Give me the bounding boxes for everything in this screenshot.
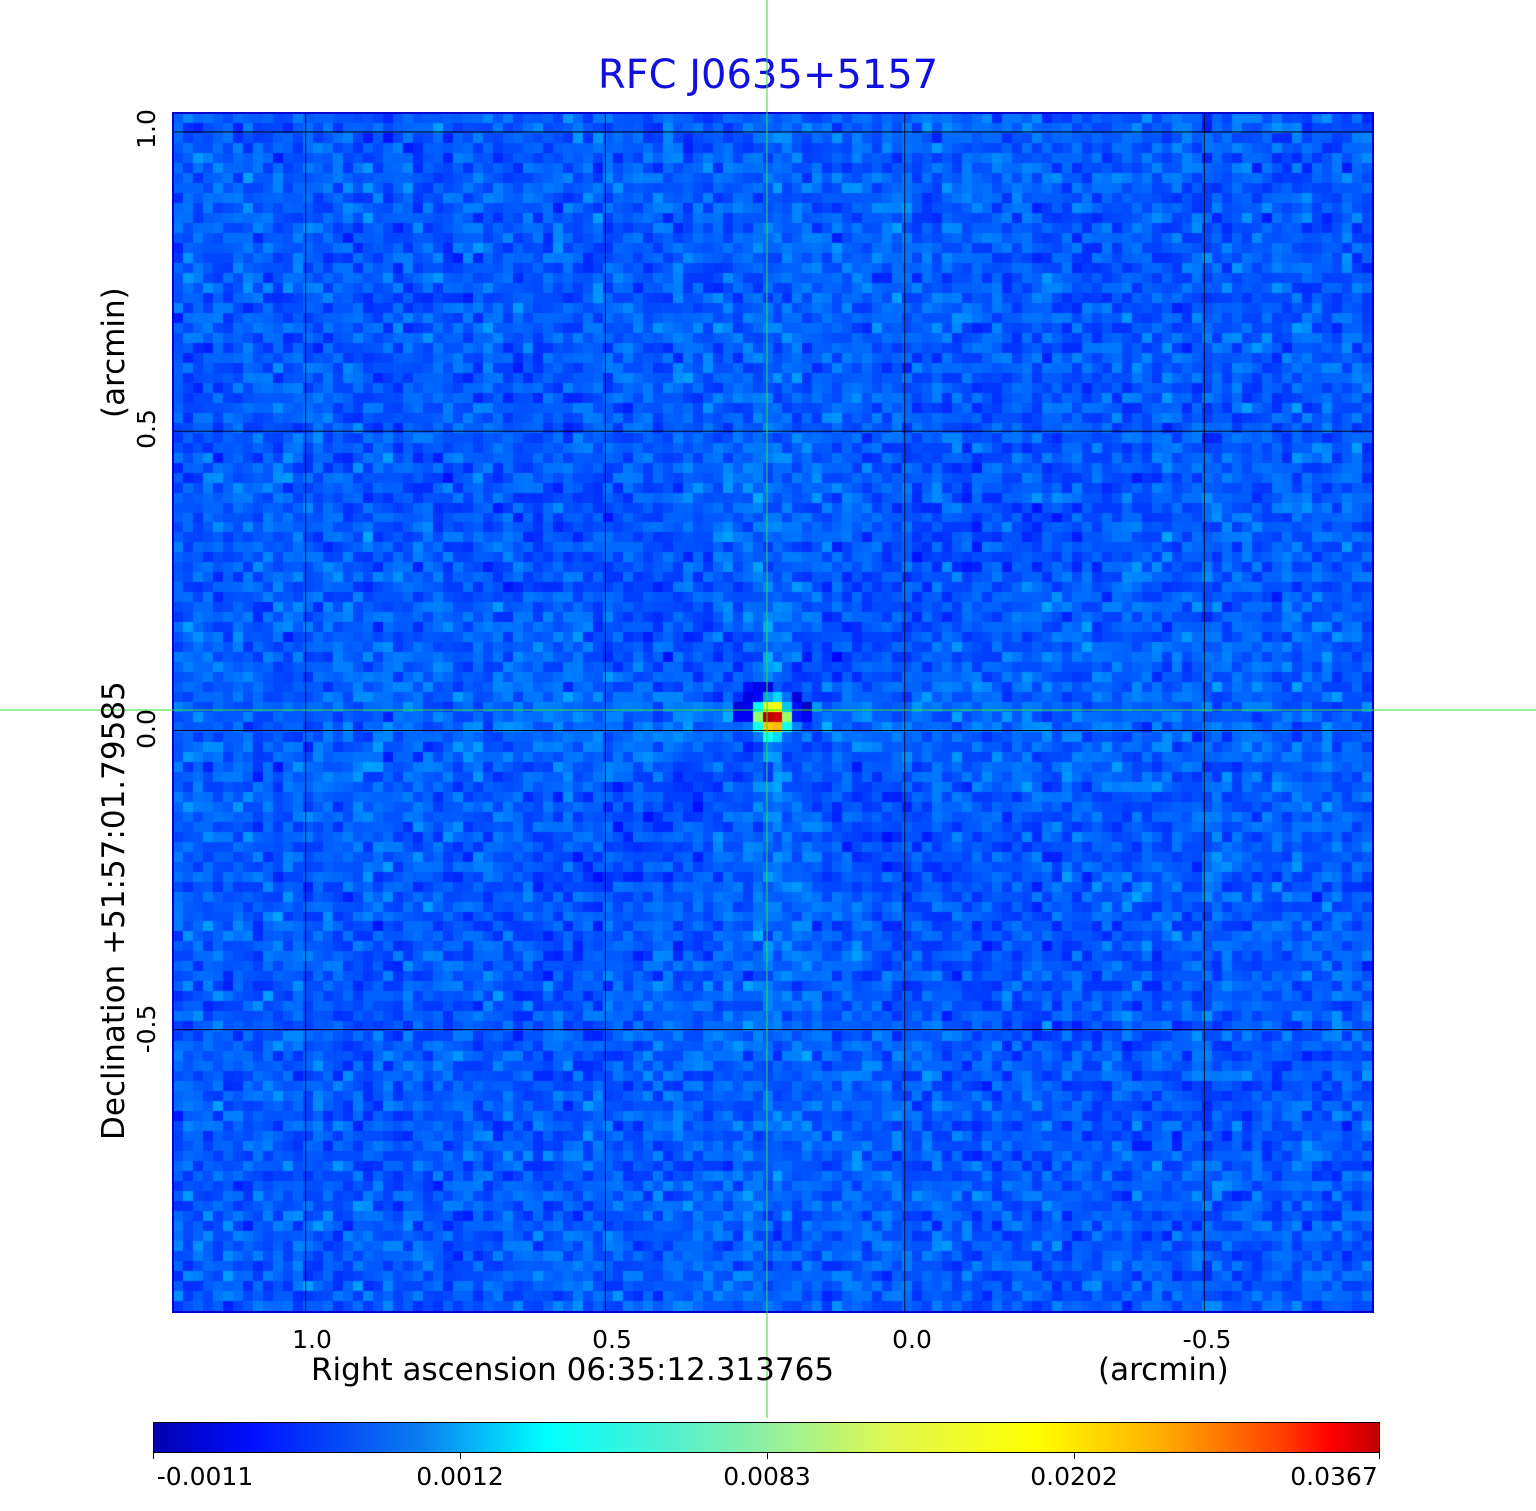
chart-title: RFC J0635+5157: [597, 52, 939, 98]
colorbar-tick: [767, 1453, 768, 1459]
x-tick-label: 0.0: [892, 1325, 932, 1354]
y-axis-label: Declination +51:57:01.79585: [96, 681, 132, 1140]
colorbar-tick: [1074, 1453, 1075, 1459]
y-tick-label: 1.0: [132, 109, 161, 149]
y-tick-label: 0.0: [132, 709, 161, 749]
colorbar-tick-label: 0.0083: [723, 1462, 811, 1491]
radio-image-heatmap: [174, 114, 1372, 1311]
y-axis-unit: (arcmin): [96, 287, 132, 418]
y-tick-label: -0.5: [132, 1004, 161, 1054]
colorbar-tick: [460, 1453, 461, 1459]
x-tick-label: -0.5: [1182, 1325, 1232, 1354]
x-tick-label: 1.0: [292, 1325, 332, 1354]
y-tick-label: 0.5: [132, 409, 161, 449]
colorbar-tick-label: 0.0012: [416, 1462, 504, 1491]
x-axis-unit: (arcmin): [1098, 1352, 1229, 1388]
colorbar: [153, 1422, 1380, 1453]
grid-overlay: [174, 114, 1372, 1311]
colorbar-tick-label: -0.0011: [156, 1462, 254, 1491]
colorbar-tick: [1379, 1453, 1380, 1459]
colorbar-tick-label: 0.0202: [1030, 1462, 1118, 1491]
x-axis-label: Right ascension 06:35:12.313765: [311, 1352, 835, 1388]
colorbar-tick-label: 0.0367: [1290, 1462, 1378, 1491]
image-plot-area[interactable]: [172, 112, 1374, 1313]
x-tick-label: 0.5: [592, 1325, 632, 1354]
colorbar-tick: [153, 1453, 154, 1459]
